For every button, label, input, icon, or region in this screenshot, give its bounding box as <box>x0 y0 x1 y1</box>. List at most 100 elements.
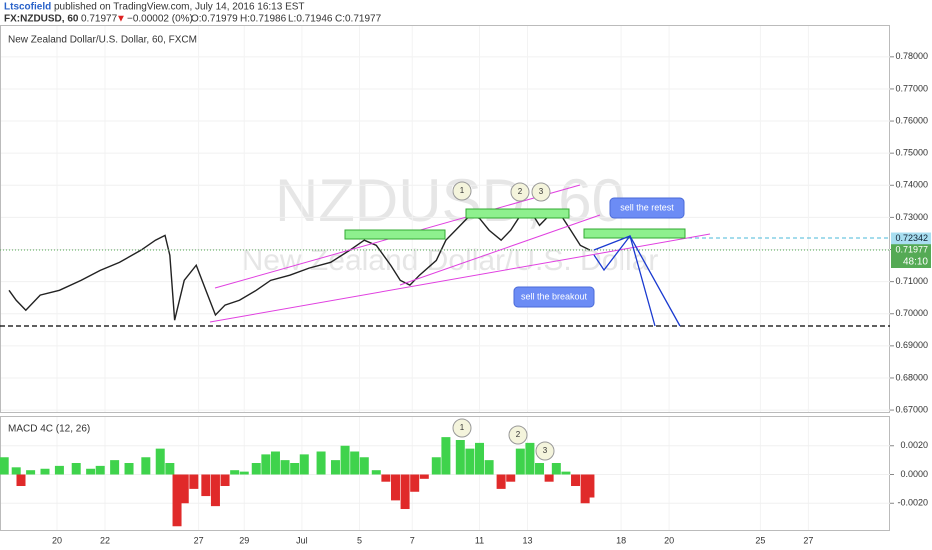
bubble-text: 2 <box>518 187 523 196</box>
arrow-path <box>593 234 681 327</box>
y-tick-label: 0.77000 <box>895 83 928 93</box>
histogram-bar <box>381 474 391 482</box>
histogram-bar <box>141 457 151 475</box>
bubble-text: 3 <box>539 187 544 196</box>
y-tick-label: 0.75000 <box>895 148 928 158</box>
drawings: sell the retest sell the breakout 1 2 3 … <box>0 181 890 461</box>
y-tick-label: 0.0000 <box>900 469 928 479</box>
price-pane <box>0 25 890 413</box>
zone <box>465 208 570 219</box>
bubble-text: 3 <box>543 446 548 455</box>
histogram-bar <box>506 474 516 482</box>
y-tick-label: 0.69000 <box>895 340 928 350</box>
histogram-bar <box>86 468 96 475</box>
published: published on TradingView.com, July 14, 2… <box>54 2 305 13</box>
histogram-bar <box>261 454 271 475</box>
histogram-bar <box>515 448 525 475</box>
histogram-bar <box>280 460 290 475</box>
histogram-bar <box>290 463 300 475</box>
y-tick-label: -0.0020 <box>897 498 928 508</box>
symbol: FX:NZDUSD, 60 <box>4 14 79 25</box>
x-tick-label: 20 <box>664 535 674 545</box>
histogram-bar <box>465 448 475 475</box>
histogram-bar <box>11 467 21 475</box>
y-tick-label: 0.67000 <box>895 404 928 414</box>
histogram-bar <box>54 465 64 475</box>
watermark-symbol: NZDUSD, 60 <box>275 167 625 234</box>
histogram-bar <box>484 460 494 475</box>
histogram-bar <box>475 442 485 475</box>
x-tick-label: 7 <box>410 535 415 545</box>
y-tick-label: 0.0020 <box>900 440 928 450</box>
histogram-bar <box>0 457 9 475</box>
x-tick-label: 27 <box>803 535 813 545</box>
histogram-bar <box>299 454 309 475</box>
open: O:0.71979 <box>191 14 238 25</box>
price-tag <box>891 244 931 257</box>
histogram-bar <box>330 460 340 475</box>
x-tick-label: 29 <box>239 535 249 545</box>
price-tag <box>891 232 931 245</box>
histogram-bar <box>525 442 535 475</box>
channel-line <box>209 233 711 323</box>
bubble-text: 2 <box>516 430 521 439</box>
y-tick-label: 0.76000 <box>895 115 928 125</box>
callout-text: sell the breakout <box>521 291 588 301</box>
price-tag-label: 0.71977 <box>895 245 928 255</box>
histogram-bar <box>441 437 451 475</box>
callout-text: sell the retest <box>620 202 674 212</box>
pane-title: MACD 4C (12, 26) <box>8 424 90 435</box>
x-tick-label: Jul <box>296 535 308 545</box>
histogram-bar <box>340 445 350 475</box>
bubble-text: 1 <box>460 423 465 432</box>
y-tick-label: 0.78000 <box>895 51 928 61</box>
histogram-bar <box>210 474 220 507</box>
bubble <box>452 418 472 438</box>
x-tick-label: 22 <box>100 535 110 545</box>
x-tick-label: 25 <box>755 535 765 545</box>
price-tag-label: 0.72342 <box>895 233 928 243</box>
high: H:0.71986 <box>240 14 287 25</box>
histogram-bar <box>155 448 165 475</box>
histogram-bar <box>71 463 81 475</box>
author: Ltscofield <box>4 2 51 13</box>
bubble <box>531 182 551 202</box>
histogram-bar <box>179 474 189 504</box>
histogram-bar <box>230 470 240 475</box>
change: −0.00002 (0%) <box>127 14 193 25</box>
histogram-bar <box>316 451 326 475</box>
zone <box>344 229 446 240</box>
x-tick-label: 11 <box>475 535 484 545</box>
bubble-text: 1 <box>460 186 465 195</box>
channel-line <box>399 214 601 286</box>
x-tick-label: 18 <box>616 535 626 545</box>
bubble <box>510 182 530 202</box>
histogram-bar <box>400 474 410 510</box>
countdown-box <box>891 256 931 268</box>
histogram-bar <box>95 465 105 475</box>
histogram-bar <box>16 474 26 487</box>
histogram-bar <box>455 440 465 475</box>
histogram-bar <box>535 463 545 475</box>
histogram-bar <box>551 463 561 475</box>
arrow: ▼ <box>116 14 126 25</box>
bubble <box>535 441 555 461</box>
bubble <box>508 425 528 445</box>
histogram-bar <box>371 470 381 475</box>
histogram-bar <box>585 474 595 498</box>
plot: 0.670000.680000.690000.700000.710000.720… <box>0 26 931 545</box>
y-tick-label: 0.71000 <box>895 276 928 286</box>
close: C:0.71977 <box>335 14 382 25</box>
x-tick-label: 20 <box>52 535 62 545</box>
x-tick-label: 5 <box>357 535 362 545</box>
histogram-bar <box>201 474 211 497</box>
last: 0.71977 <box>81 14 118 25</box>
zone <box>583 228 686 239</box>
histogram-bar <box>189 474 199 489</box>
histogram-bar <box>251 463 261 475</box>
histogram-bar <box>431 457 441 475</box>
histogram-bar <box>172 474 182 527</box>
histogram-bar <box>124 463 134 475</box>
